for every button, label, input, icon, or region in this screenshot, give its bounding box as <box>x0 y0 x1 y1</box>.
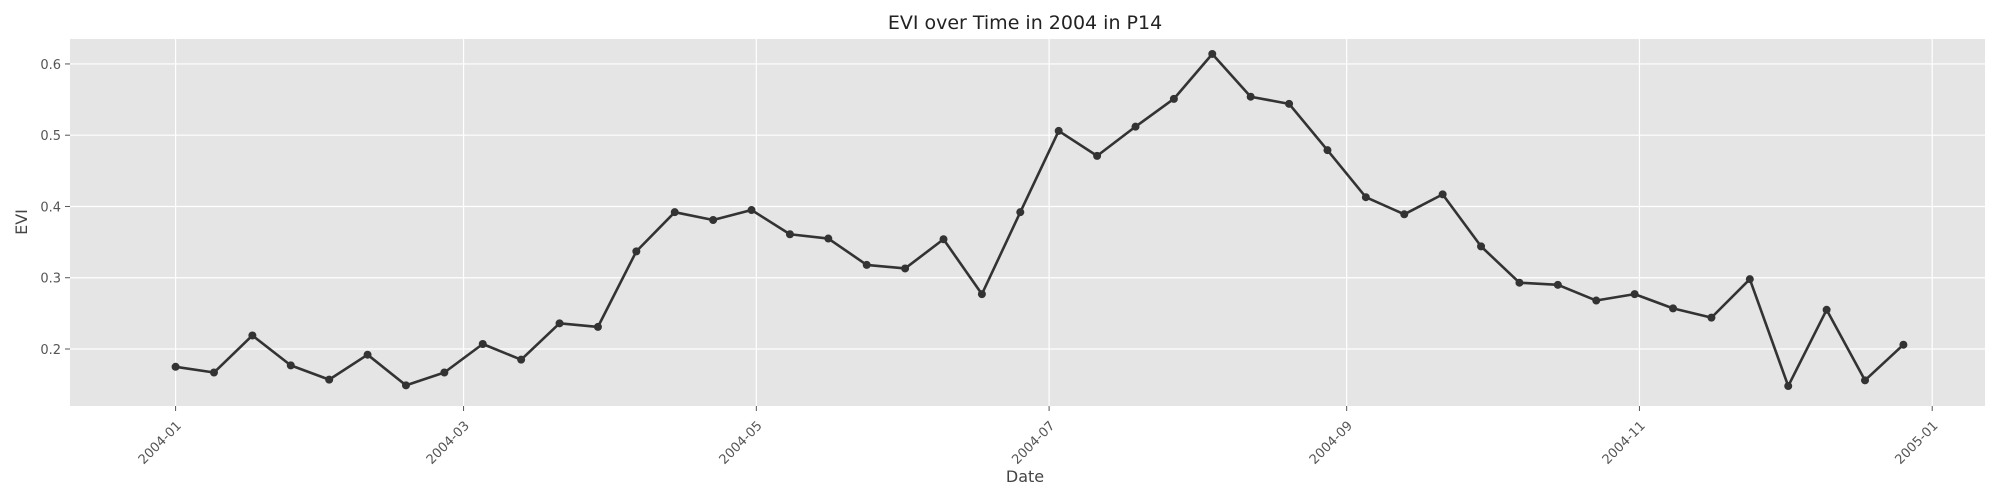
data-point <box>1515 278 1524 287</box>
data-point <box>363 350 372 359</box>
x-tick-label: 2004-11 <box>1600 419 1649 468</box>
x-tick-label: 2004-03 <box>424 419 473 468</box>
x-tick-label: 2004-07 <box>1009 419 1058 468</box>
data-point <box>1707 313 1716 322</box>
y-axis-ticks: 0.2 0.3 0.4 0.5 0.6 <box>40 58 70 358</box>
x-axis-label: Date <box>1006 467 1044 486</box>
data-point <box>1246 92 1255 101</box>
data-point <box>517 355 526 364</box>
data-point <box>209 368 218 377</box>
data-point <box>171 362 180 371</box>
data-point <box>1093 151 1102 160</box>
data-point <box>747 206 756 215</box>
grid-lines <box>70 39 1985 406</box>
series-line <box>175 52 1905 388</box>
data-point <box>939 235 948 244</box>
data-point <box>1208 49 1217 58</box>
data-point <box>785 230 794 239</box>
data-point <box>1131 122 1140 131</box>
data-point <box>248 331 257 340</box>
x-tick-label: 2004-05 <box>717 419 766 468</box>
data-point <box>1861 376 1870 385</box>
y-tick-label: 0.5 <box>40 129 61 144</box>
y-tick-label: 0.4 <box>40 200 61 215</box>
data-point <box>1361 193 1370 202</box>
data-point <box>1285 99 1294 108</box>
y-axis-label: EVI <box>12 209 31 235</box>
data-point <box>1016 208 1025 217</box>
data-point <box>824 234 833 243</box>
data-point <box>1477 242 1486 251</box>
data-point <box>478 340 487 349</box>
data-points <box>171 49 1908 391</box>
x-tick-label: 2005-01 <box>1892 419 1941 468</box>
data-point <box>1323 146 1332 155</box>
data-point <box>1553 280 1562 289</box>
data-point <box>1054 126 1063 135</box>
plot-area <box>70 39 1985 406</box>
chart-title: EVI over Time in 2004 in P14 <box>888 12 1162 34</box>
data-point <box>709 216 718 225</box>
data-point <box>286 361 295 370</box>
data-point <box>670 208 679 217</box>
data-point <box>1400 210 1409 219</box>
y-tick-label: 0.3 <box>40 272 61 287</box>
x-tick-label: 2004-01 <box>136 419 185 468</box>
data-point <box>1822 305 1831 314</box>
data-point <box>325 375 334 384</box>
y-tick-label: 0.2 <box>40 343 61 358</box>
data-point <box>862 260 871 269</box>
data-point <box>1169 94 1178 103</box>
data-point <box>1745 275 1754 284</box>
data-point <box>632 247 641 256</box>
data-point <box>440 368 449 377</box>
data-point <box>401 381 410 390</box>
data-point <box>977 290 986 299</box>
data-point <box>555 319 564 328</box>
data-point <box>1899 340 1908 349</box>
x-axis-ticks: 2004-01 2004-03 2004-05 2004-07 2004-09 2004-… <box>136 406 1941 468</box>
x-tick-label: 2004-09 <box>1307 419 1356 468</box>
data-point <box>1669 304 1678 313</box>
y-tick-label: 0.6 <box>40 58 61 73</box>
data-point <box>593 322 602 331</box>
data-point <box>901 264 910 273</box>
data-point <box>1630 290 1639 299</box>
data-point <box>1592 296 1601 305</box>
data-point <box>1438 190 1447 199</box>
data-point <box>1784 382 1793 391</box>
